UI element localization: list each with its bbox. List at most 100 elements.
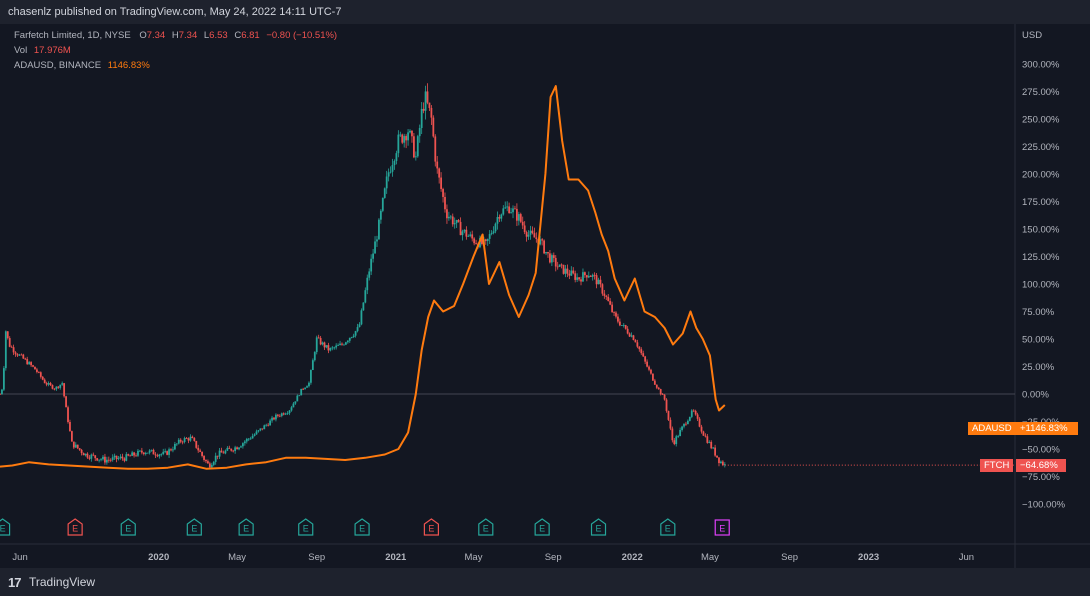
ftch-candle-body bbox=[547, 251, 549, 254]
ftch-candle-body bbox=[302, 388, 305, 390]
ftch-candle-body bbox=[49, 383, 52, 386]
earnings-marker[interactable]: E bbox=[423, 518, 439, 536]
ftch-candle-body bbox=[444, 196, 446, 210]
ftch-candle-body bbox=[523, 225, 526, 233]
ftch-candle-body bbox=[446, 209, 448, 219]
ftch-candle-body bbox=[354, 331, 357, 336]
ftch-candle-body bbox=[385, 176, 388, 189]
adausd-name-tag: ADAUSD bbox=[968, 422, 1016, 435]
vol-label: Vol bbox=[14, 45, 28, 56]
ftch-candle-body bbox=[449, 216, 452, 218]
earnings-marker[interactable]: E bbox=[298, 518, 314, 536]
ftch-candle-body bbox=[426, 91, 429, 103]
ftch-candle-body bbox=[98, 459, 101, 461]
ftch-candle-body bbox=[6, 331, 9, 339]
earnings-marker[interactable]: E bbox=[590, 518, 607, 536]
ftch-candle-body bbox=[185, 438, 188, 439]
change-value: −0.80 (−10.51%) bbox=[266, 30, 338, 41]
ftch-candle-body bbox=[379, 210, 382, 220]
ftch-candle-body bbox=[284, 413, 287, 415]
earnings-marker[interactable]: E bbox=[186, 518, 202, 536]
ftch-candle-body bbox=[440, 177, 443, 189]
ftch-candle-body bbox=[525, 232, 528, 237]
ftch-candle-body bbox=[195, 440, 198, 448]
ftch-candle-body bbox=[500, 214, 503, 219]
ftch-candle-body bbox=[96, 458, 99, 461]
ftch-candle-body bbox=[599, 279, 602, 285]
ftch-candle-body bbox=[100, 459, 102, 461]
ftch-candle-body bbox=[533, 233, 536, 238]
ftch-candle-body bbox=[587, 275, 590, 278]
ftch-candle-body bbox=[30, 362, 32, 366]
ftch-candle-body bbox=[692, 410, 695, 412]
earnings-marker[interactable]: E bbox=[67, 518, 83, 536]
ftch-candle-body bbox=[562, 264, 565, 274]
earnings-marker[interactable]: E bbox=[714, 519, 730, 536]
chart-area[interactable]: USD 300.00% 275.00% 250.00% 225.00% 200.00% 17… bbox=[0, 24, 1090, 568]
ftch-candle-body bbox=[358, 324, 361, 328]
ftch-candle-body bbox=[467, 235, 470, 237]
ftch-candle-body bbox=[539, 239, 542, 245]
ftch-candle-body bbox=[162, 451, 165, 455]
ftch-candle-body bbox=[484, 239, 487, 242]
tradingview-brand[interactable]: TradingView bbox=[29, 575, 96, 589]
ftch-candle-body bbox=[494, 223, 497, 232]
ftch-candle-body bbox=[129, 455, 132, 457]
earnings-marker-shape bbox=[186, 518, 202, 536]
earnings-marker[interactable]: E bbox=[660, 518, 676, 536]
ftch-candle-body bbox=[422, 108, 425, 111]
x-tick-label: May bbox=[228, 552, 246, 563]
o-label: O bbox=[139, 30, 147, 41]
earnings-marker-label: E bbox=[539, 524, 545, 534]
ftch-candle-body bbox=[205, 460, 207, 462]
ftch-candle-body bbox=[183, 438, 186, 443]
ftch-candle-body bbox=[292, 403, 295, 408]
ftch-candle-body bbox=[84, 453, 87, 456]
earnings-marker-label: E bbox=[125, 524, 131, 534]
ftch-candle-body bbox=[242, 443, 244, 447]
ftch-candle-body bbox=[10, 346, 13, 348]
ftch-candle-body bbox=[545, 251, 547, 254]
ftch-candle-body bbox=[43, 379, 46, 384]
earnings-marker[interactable]: E bbox=[0, 518, 11, 536]
earnings-marker-shape bbox=[590, 518, 607, 536]
ftch-candle-body bbox=[671, 428, 674, 441]
ftch-candle-body bbox=[620, 325, 623, 326]
ftch-candle-body bbox=[105, 459, 108, 463]
l-label: L bbox=[203, 30, 210, 41]
ftch-candle-body bbox=[570, 270, 573, 276]
ftch-candle-body bbox=[675, 436, 678, 445]
ftch-candle-body bbox=[360, 310, 363, 325]
footer: 17 TradingView bbox=[0, 568, 1090, 596]
earnings-marker-label: E bbox=[719, 524, 725, 534]
earnings-marker[interactable]: E bbox=[354, 518, 370, 536]
ftch-candle-body bbox=[189, 436, 192, 441]
ftch-candle-body bbox=[259, 428, 262, 431]
ftch-candle-body bbox=[688, 416, 691, 421]
price-chart[interactable]: USD 300.00% 275.00% 250.00% 225.00% 200.00% 17… bbox=[0, 24, 1090, 568]
x-tick-label: 2023 bbox=[858, 552, 879, 563]
ftch-candle-body bbox=[685, 423, 687, 425]
adausd-line bbox=[0, 85, 726, 470]
ftch-candle-body bbox=[399, 134, 402, 136]
earnings-marker[interactable]: E bbox=[478, 518, 494, 536]
y-tick-label: 225.00% bbox=[1022, 142, 1060, 153]
ftch-candle-body bbox=[568, 273, 571, 276]
ftch-candle-body bbox=[331, 347, 334, 349]
ftch-candle-body bbox=[261, 428, 264, 430]
earnings-marker-shape bbox=[478, 518, 494, 536]
earnings-marker[interactable]: E bbox=[238, 518, 254, 536]
ftch-candle-body bbox=[152, 449, 155, 455]
tradingview-logo-icon[interactable]: 17 bbox=[8, 575, 22, 590]
ftch-candle-body bbox=[552, 255, 555, 258]
earnings-marker[interactable]: E bbox=[534, 518, 550, 536]
ftch-candle-body bbox=[368, 271, 371, 278]
ftch-candle-body bbox=[8, 338, 11, 347]
earnings-marker[interactable]: E bbox=[120, 518, 136, 536]
ftch-candle-body bbox=[512, 208, 514, 213]
ftch-candle-body bbox=[216, 455, 219, 457]
ftch-candle-body bbox=[364, 290, 367, 303]
ftch-candle-body bbox=[20, 354, 23, 356]
ftch-candle-body bbox=[0, 394, 1, 395]
ftch-candle-body bbox=[282, 413, 285, 415]
